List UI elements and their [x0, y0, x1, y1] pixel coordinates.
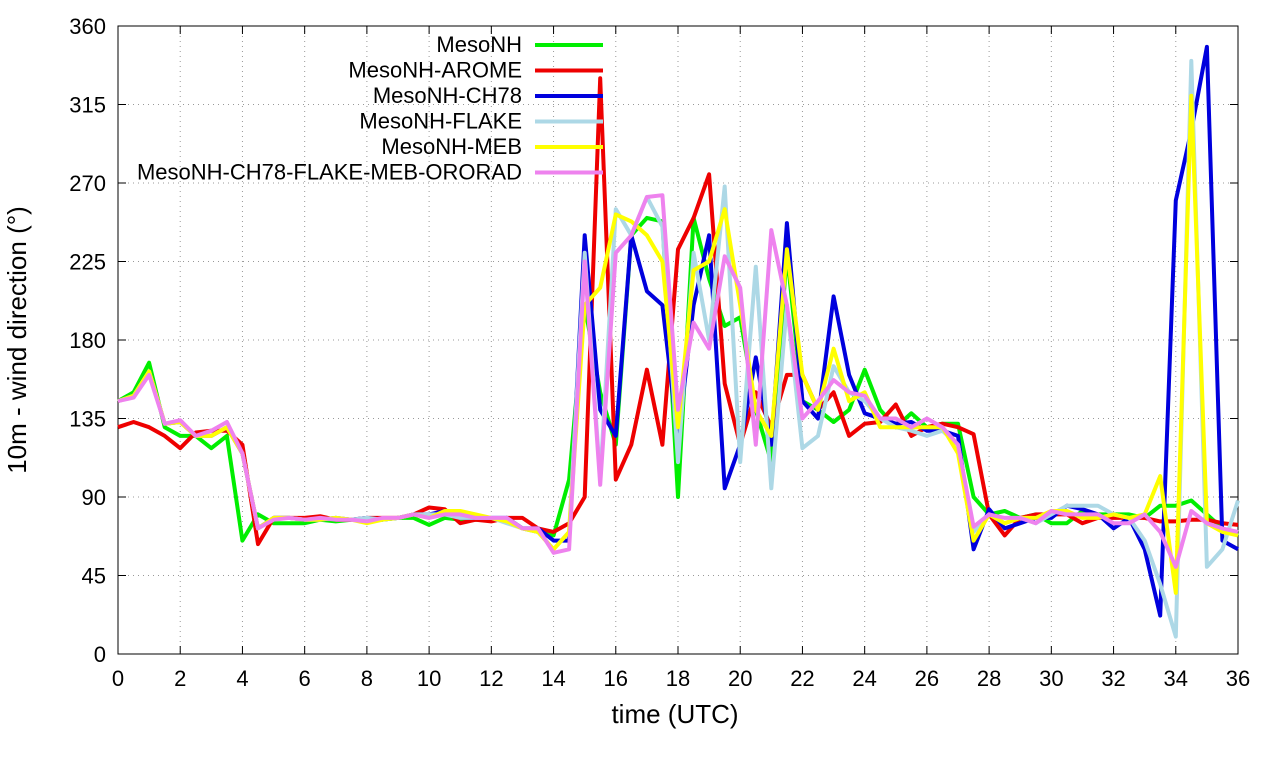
- series-line: [117, 215, 1239, 543]
- x-tick-label: 26: [915, 666, 939, 691]
- x-tick-label: 6: [299, 666, 311, 691]
- x-tick-label: 8: [361, 666, 373, 691]
- legend-label: MesoNH-FLAKE: [359, 109, 522, 134]
- y-tick-label: 180: [69, 328, 106, 353]
- x-tick-label: 4: [236, 666, 248, 691]
- x-tick-label: 34: [1164, 666, 1188, 691]
- x-tick-label: 12: [479, 666, 503, 691]
- y-tick-label: 315: [69, 93, 106, 118]
- y-tick-label: 270: [69, 171, 106, 196]
- y-tick-label: 135: [69, 407, 106, 432]
- x-tick-label: 10: [417, 666, 441, 691]
- series-line: [117, 193, 1239, 569]
- x-tick-label: 36: [1226, 666, 1250, 691]
- x-tick-label: 22: [790, 666, 814, 691]
- y-tick-label: 0: [94, 642, 106, 667]
- y-tick-label: 45: [82, 564, 106, 589]
- x-tick-label: 28: [977, 666, 1001, 691]
- legend-label: MesoNH-CH78-FLAKE-MEB-ORORAD: [137, 160, 522, 185]
- y-tick-label: 90: [82, 485, 106, 510]
- x-tick-label: 14: [541, 666, 565, 691]
- plot-frame: [117, 25, 1239, 655]
- x-tick-label: 24: [852, 666, 876, 691]
- y-tick-label: 225: [69, 250, 106, 275]
- x-axis-label: time (UTC): [611, 699, 738, 729]
- legend-label: MesoNH-AROME: [348, 58, 522, 83]
- legend-label: MesoNH-MEB: [381, 134, 522, 159]
- x-tick-label: 32: [1101, 666, 1125, 691]
- y-tick-label: 360: [69, 14, 106, 39]
- x-tick-label: 20: [728, 666, 752, 691]
- y-axis-label: 10m - wind direction (°): [2, 206, 32, 474]
- x-tick-label: 18: [666, 666, 690, 691]
- x-tick-label: 2: [174, 666, 186, 691]
- x-tick-label: 16: [604, 666, 628, 691]
- legend-label: MesoNH: [436, 32, 522, 57]
- x-tick-label: 0: [112, 666, 124, 691]
- series-line: [117, 58, 1240, 639]
- x-tick-label: 30: [1039, 666, 1063, 691]
- legend-label: MesoNH-CH78: [373, 83, 522, 108]
